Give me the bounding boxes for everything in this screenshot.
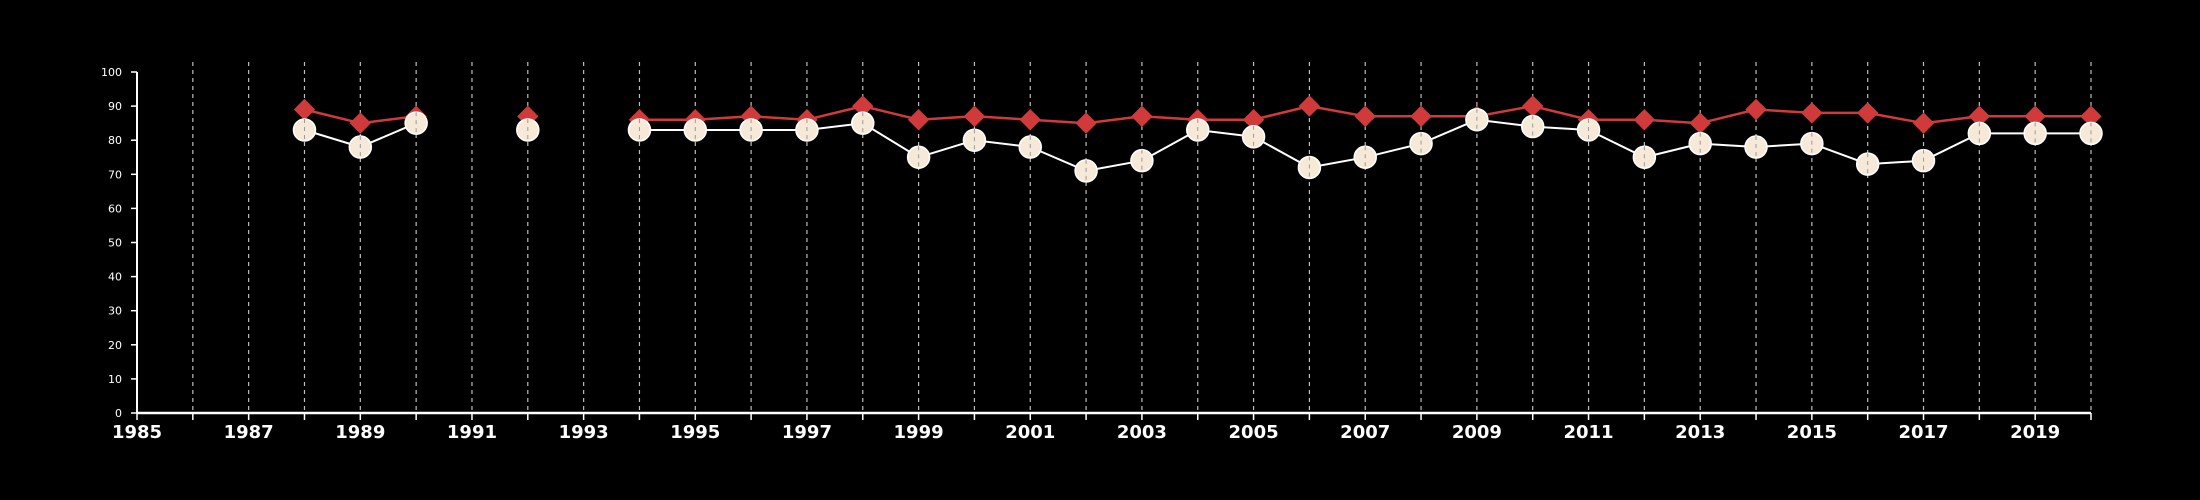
y-tick-label-0: 0 <box>115 407 122 420</box>
y-tick-label-100: 100 <box>101 66 122 79</box>
x-tick-label-2011: 2011 <box>1563 422 1613 443</box>
axis-layer: 0 10 20 30 40 50 60 70 80 90 100 1985 1987 1989 1991 19… <box>101 66 2092 443</box>
series-0-point-2010 <box>1522 95 1544 117</box>
grid-overlay <box>303 108 2092 182</box>
y-tick-label-50: 50 <box>108 237 122 250</box>
x-tick-label-1991: 1991 <box>447 422 497 443</box>
series-0-point-2016 <box>1856 102 1879 124</box>
x-tick-label-2001: 2001 <box>1005 422 1055 443</box>
x-tick-label-2003: 2003 <box>1117 422 1167 443</box>
series-0-point-2003 <box>1131 105 1153 128</box>
series-0-point-2006 <box>1298 95 1321 117</box>
x-tick-label-2007: 2007 <box>1340 422 1390 443</box>
y-tick-label-90: 90 <box>108 100 122 113</box>
series-0-point-2008 <box>1410 105 1432 128</box>
series-0-point-2002 <box>1075 112 1097 134</box>
series-0-point-2012 <box>1633 109 1656 131</box>
series-0-point-2007 <box>1354 105 1376 128</box>
series-0-point-1999 <box>907 109 930 131</box>
x-tick-label-2009: 2009 <box>1452 422 1502 443</box>
series-0-point-2017 <box>1912 112 1935 134</box>
y-tick-label-10: 10 <box>108 373 122 386</box>
y-tick-label-40: 40 <box>108 271 122 284</box>
y-tick-label-20: 20 <box>108 339 122 352</box>
series-layer <box>292 95 2103 183</box>
y-tick-label-80: 80 <box>108 134 122 147</box>
x-tick-label-1989: 1989 <box>335 422 385 443</box>
x-tick-label-2013: 2013 <box>1675 422 1725 443</box>
x-tick-label-1997: 1997 <box>782 422 832 443</box>
series-0-point-2001 <box>1019 109 1041 131</box>
x-tick-label-2005: 2005 <box>1229 422 1279 443</box>
series-0-point-2015 <box>1801 102 1823 124</box>
x-tick-label-2015: 2015 <box>1787 422 1837 443</box>
series-0-point-2013 <box>1689 112 1711 134</box>
y-tick-label-30: 30 <box>108 305 122 318</box>
x-tick-label-1995: 1995 <box>670 422 720 443</box>
y-tick-label-70: 70 <box>108 168 122 181</box>
series-0-point-1989 <box>349 112 372 134</box>
series-0-point-1988 <box>293 98 316 121</box>
x-tick-label-1999: 1999 <box>894 422 944 443</box>
series-0-point-2000 <box>963 105 986 128</box>
y-tick-label-60: 60 <box>108 202 122 215</box>
x-tick-label-2019: 2019 <box>2010 422 2060 443</box>
x-tick-label-1985: 1985 <box>112 422 162 443</box>
x-tick-label-1993: 1993 <box>559 422 609 443</box>
x-tick-label-1987: 1987 <box>224 422 274 443</box>
series-0-point-2014 <box>1745 98 1767 121</box>
x-tick-label-2017: 2017 <box>1898 422 1948 443</box>
